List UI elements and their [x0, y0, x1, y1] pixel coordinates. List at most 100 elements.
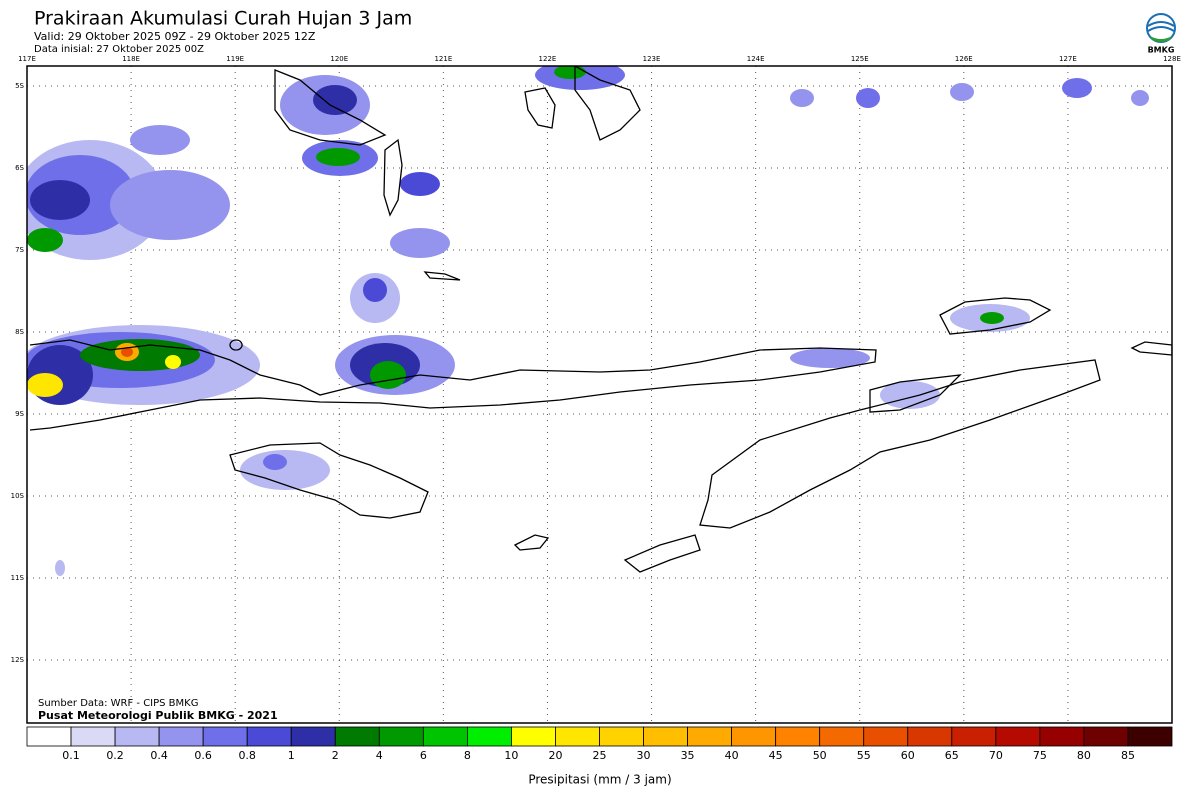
colorbar: 0.1 0.2 0.4 0.6 0.8 1 2 4 6 8 10 20 25 30 35 40 45 50 55 60… [26, 726, 1173, 762]
colorbar-box [26, 726, 72, 747]
colorbar-box [599, 726, 644, 747]
rain-area [130, 125, 190, 155]
valid-time: Valid: 29 Oktober 2025 09Z - 29 Oktober … [34, 30, 316, 43]
rain-area [263, 454, 287, 470]
logo-text: BMKG [1148, 46, 1175, 55]
colorbar-box [1127, 726, 1173, 747]
island [574, 66, 641, 141]
island [513, 534, 550, 551]
island [29, 339, 877, 431]
rain-area [27, 228, 63, 252]
colorbar-box [643, 726, 688, 747]
colorbar-box [951, 726, 997, 747]
rain-area [1062, 78, 1092, 98]
rain-area [313, 85, 357, 115]
rain-area [55, 560, 65, 576]
rain-area [30, 180, 90, 220]
initial-time: Data inisial: 27 Oktober 2025 00Z [34, 44, 204, 55]
rain-area [980, 312, 1004, 324]
colorbar-box [70, 726, 116, 747]
latitude-label: 12S [11, 656, 25, 664]
colorbar-label: 0.8 [238, 749, 256, 762]
island [939, 297, 1052, 335]
colorbar-box [422, 726, 468, 747]
latitude-label: 6S [15, 164, 24, 172]
colorbar-box [687, 726, 733, 747]
logo: BMKG [1146, 13, 1176, 55]
rain-area [790, 89, 814, 107]
coastlines [29, 66, 1172, 573]
rain-area [316, 148, 360, 166]
colorbar-label: 4 [376, 749, 383, 762]
colorbar-box [731, 726, 777, 747]
colorbar-label: 1 [288, 749, 295, 762]
island [623, 534, 701, 573]
colorbar-box [378, 726, 424, 747]
colorbar-title: Presipitasi (mm / 3 jam) [528, 773, 671, 787]
island [423, 271, 461, 281]
rain-area [27, 373, 63, 397]
island [1130, 341, 1172, 356]
colorbar-box [202, 726, 248, 747]
rain-area [165, 355, 181, 369]
rain-area [790, 348, 870, 368]
island [524, 87, 556, 129]
longitude-label: 118E [122, 55, 140, 63]
longitude-label: 124E [747, 55, 765, 63]
colorbar-label: 85 [1121, 749, 1135, 762]
island [383, 138, 403, 217]
rain-area [370, 361, 406, 389]
colorbar-label: 0.1 [62, 749, 80, 762]
credit: Pusat Meteorologi Publik BMKG - 2021 [38, 709, 278, 722]
precipitation [27, 66, 1149, 576]
island [229, 339, 243, 351]
colorbar-label: 40 [725, 749, 739, 762]
latitude-label: 7S [15, 246, 24, 254]
colorbar-label: 2 [332, 749, 339, 762]
colorbar-label: 10 [504, 749, 518, 762]
title: Prakiraan Akumulasi Curah Hujan 3 Jam [34, 8, 412, 30]
colorbar-box [1039, 726, 1085, 747]
colorbar-box [775, 726, 821, 747]
colorbar-label: 70 [989, 749, 1003, 762]
latitude-label: 10S [11, 492, 25, 500]
rain-area [240, 450, 330, 490]
colorbar-label: 50 [813, 749, 827, 762]
map-frame [26, 65, 1173, 724]
colorbar-label: 60 [901, 749, 915, 762]
colorbar-label: 6 [420, 749, 427, 762]
longitude-label: 120E [330, 55, 348, 63]
logo-leaf [1150, 36, 1172, 42]
longitude-label: 122E [539, 55, 557, 63]
colorbar-label: 30 [637, 749, 651, 762]
colorbar-label: 0.6 [194, 749, 212, 762]
latitude-label: 9S [15, 410, 24, 418]
longitude-label: 128E [1163, 55, 1181, 63]
rain-area [1131, 90, 1149, 106]
rain-area [110, 170, 230, 240]
logo-waves [1147, 21, 1175, 32]
latitude-label: 11S [11, 574, 25, 582]
colorbar-label: 0.4 [150, 749, 168, 762]
colorbar-label: 65 [945, 749, 959, 762]
colorbar-label: 25 [593, 749, 607, 762]
colorbar-box [1083, 726, 1129, 747]
colorbar-box [863, 726, 909, 747]
colorbar-box [555, 726, 600, 747]
colorbar-label: 75 [1033, 749, 1047, 762]
colorbar-box [158, 726, 204, 747]
longitude-label: 123E [643, 55, 661, 63]
rain-area [400, 172, 440, 196]
longitude-label: 117E [18, 55, 36, 63]
colorbar-label: 8 [464, 749, 471, 762]
longitude-label: 125E [851, 55, 869, 63]
colorbar-label: 20 [548, 749, 562, 762]
rain-area [80, 339, 200, 371]
colorbar-box [819, 726, 865, 747]
colorbar-box [334, 726, 380, 747]
colorbar-label: 35 [681, 749, 695, 762]
island [229, 442, 429, 519]
colorbar-box [995, 726, 1041, 747]
